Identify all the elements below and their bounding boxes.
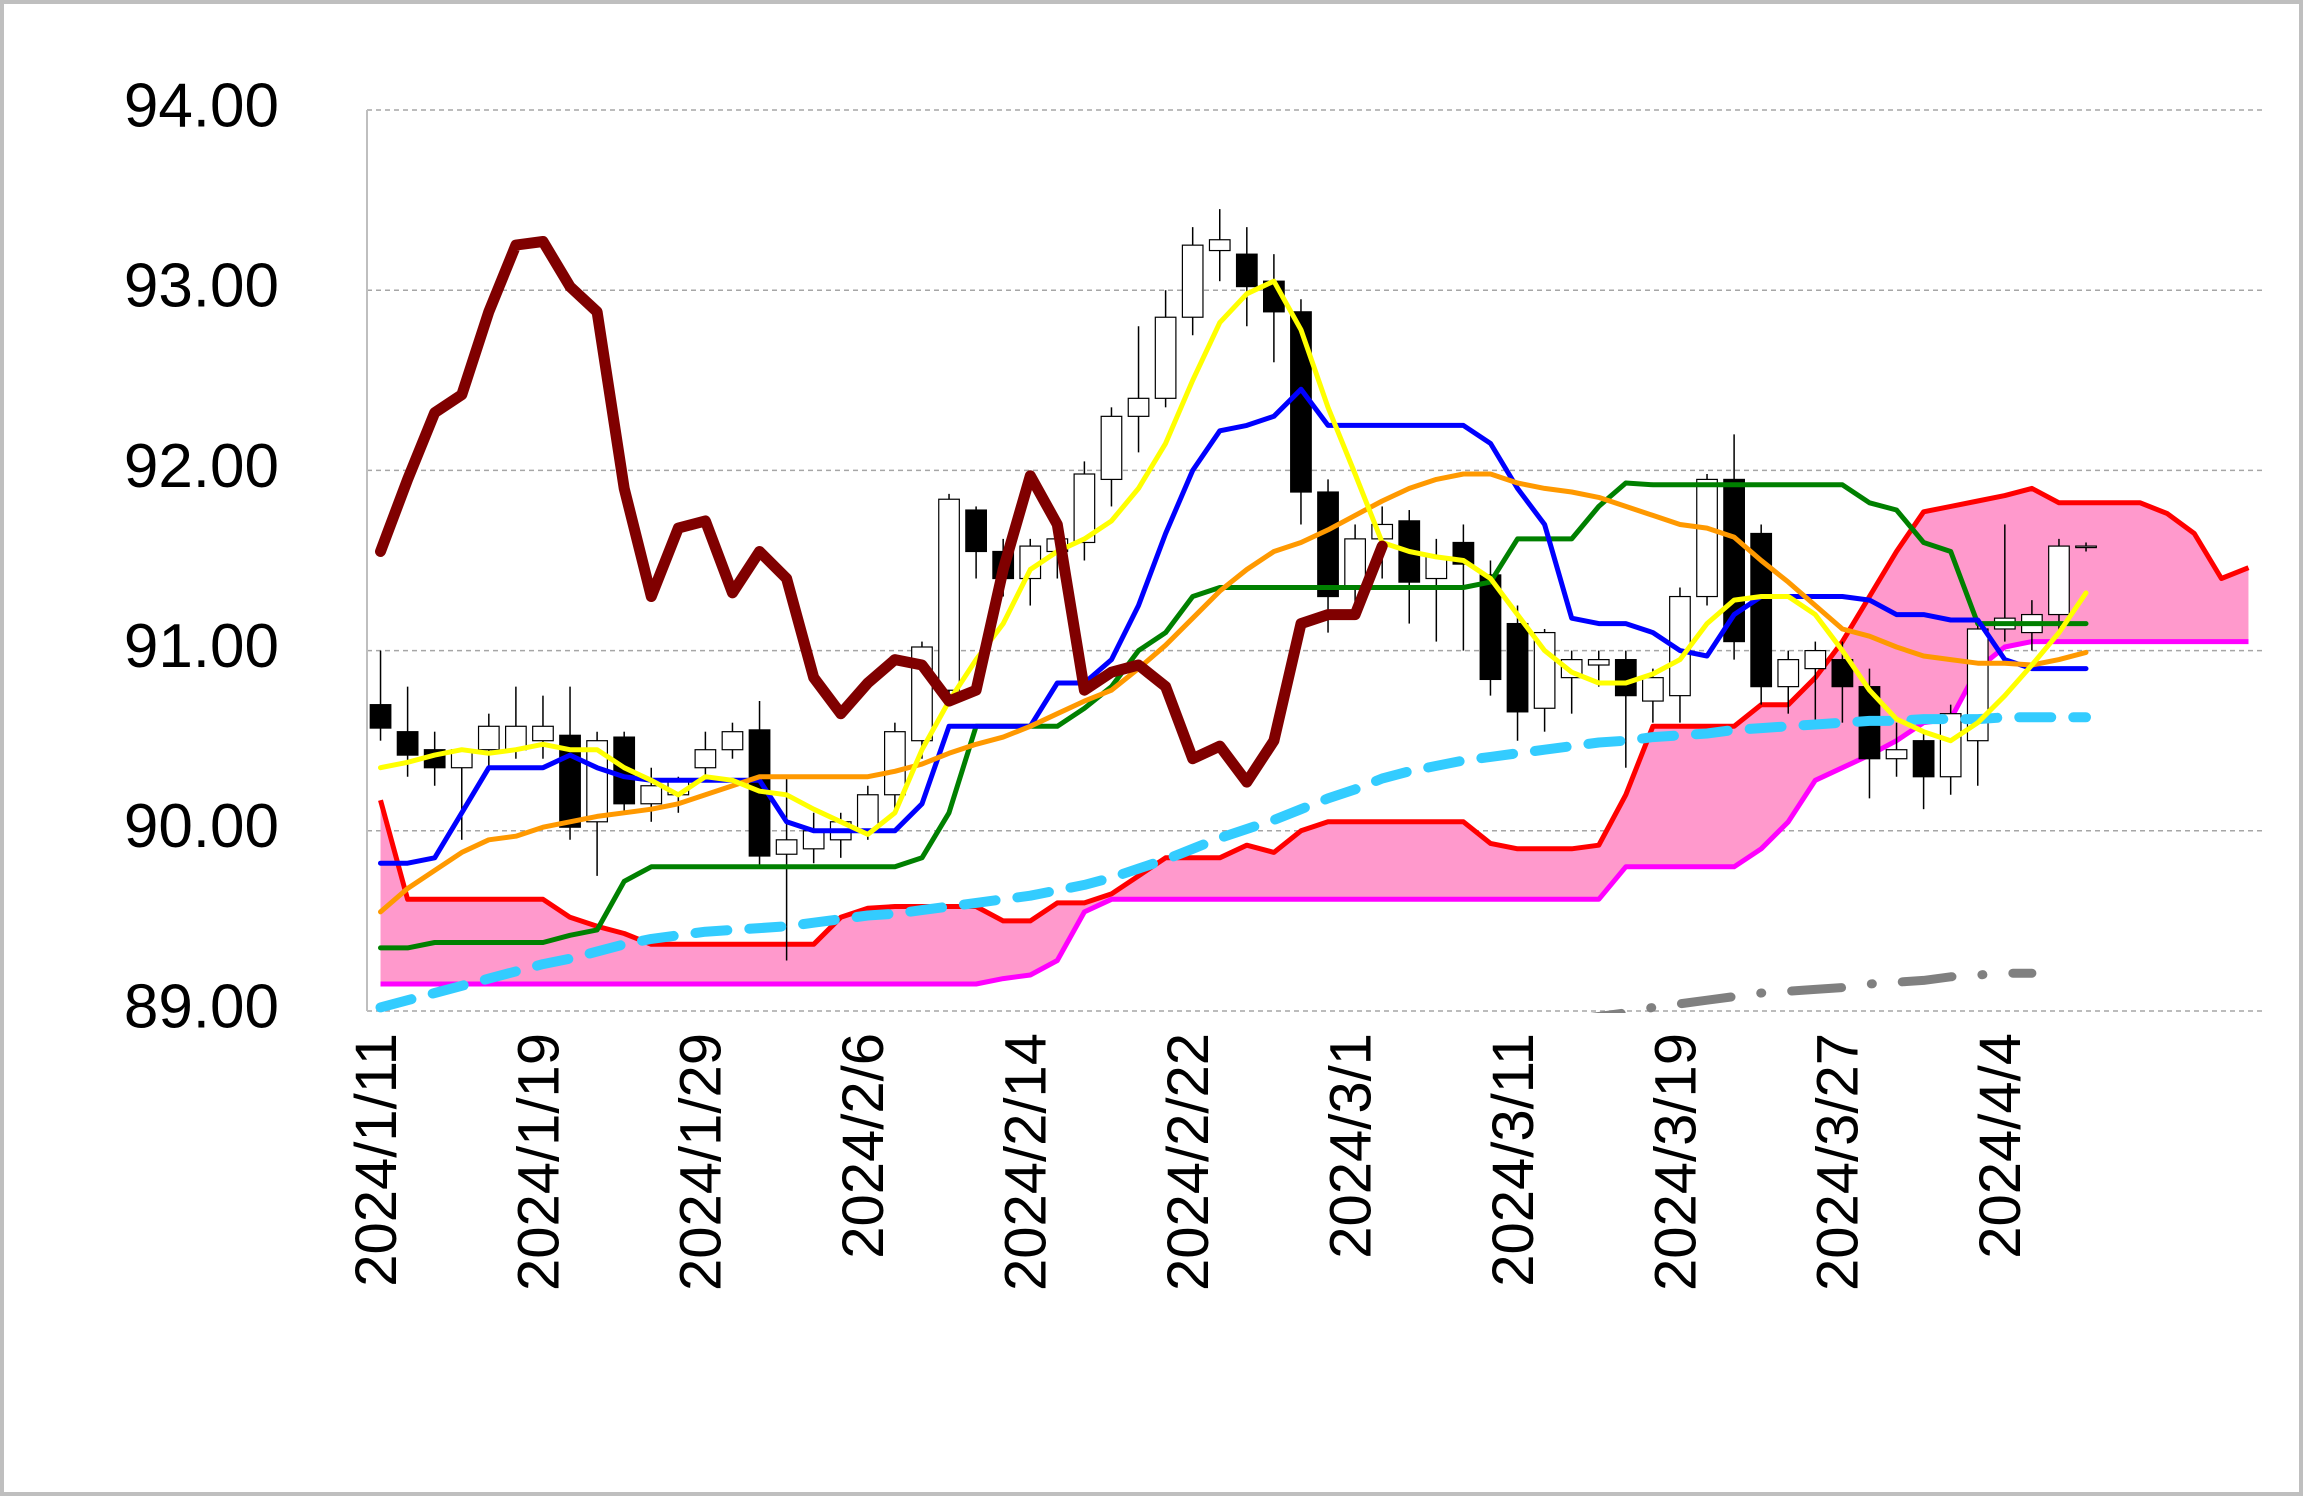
y-tick-label: 91.00 (124, 612, 279, 681)
y-tick-label: 92.00 (124, 432, 279, 501)
series-line (1590, 968, 2037, 1013)
candle-body (1479, 574, 1502, 681)
candle-body (856, 794, 879, 832)
series-line (378, 278, 2089, 837)
candle-body (1885, 749, 1908, 760)
x-tick-label: 2024/3/1 (1318, 1033, 1383, 1259)
cloud-upper-line (378, 485, 2250, 947)
candle-body (1777, 659, 1800, 688)
x-tick-label: 2024/4/4 (1968, 1033, 2033, 1259)
x-tick-label: 2024/2/6 (831, 1033, 896, 1259)
candle-body (1235, 253, 1258, 288)
candle-body (1317, 491, 1339, 598)
candle-body (721, 731, 744, 751)
candle-body (586, 740, 608, 823)
candle-body (1533, 631, 1556, 709)
series-line (375, 236, 1388, 788)
series-line (375, 712, 2091, 1013)
x-tick-label: 2024/3/19 (1643, 1033, 1708, 1291)
candle-body (965, 509, 987, 553)
candle-body (396, 731, 419, 756)
candle-body (1587, 659, 1610, 666)
candle-body (1804, 649, 1827, 670)
candle-body (1831, 659, 1854, 688)
candle-body (1696, 478, 1718, 598)
y-tick-label: 89.00 (124, 972, 279, 1041)
candle-body (1614, 659, 1637, 697)
candle-body (2075, 545, 2097, 549)
candle-body (802, 830, 825, 850)
candle-body (938, 498, 960, 691)
y-tick-label: 90.00 (124, 792, 279, 861)
candle-body (1939, 713, 1962, 778)
candle-body (1100, 415, 1123, 481)
candle-body (694, 749, 717, 769)
candle-body (1344, 538, 1366, 589)
candle-body (1912, 740, 1935, 778)
candle-body (2048, 545, 2070, 616)
x-tick-label: 2024/2/22 (1156, 1033, 1221, 1291)
candle-body (1642, 677, 1664, 702)
y-tick-label: 94.00 (124, 71, 279, 140)
candle-body (1127, 397, 1150, 417)
candle-body (1181, 244, 1204, 318)
plot-area (369, 209, 2250, 1013)
x-tick-label: 2024/3/27 (1806, 1033, 1871, 1291)
candle-body (775, 839, 798, 855)
x-tick-label: 2024/1/11 (344, 1033, 409, 1287)
candle-body (640, 785, 663, 805)
candle-body (1073, 473, 1096, 544)
candle-body (1506, 622, 1529, 713)
candle-body (1750, 532, 1773, 688)
candle-body (1208, 239, 1231, 252)
y-tick-label: 93.00 (124, 252, 279, 321)
candle-body (477, 725, 500, 751)
series-line (378, 471, 2089, 915)
x-tick-label: 2024/3/11 (1481, 1033, 1546, 1287)
candle-body (369, 704, 392, 729)
candle-body (532, 725, 554, 742)
candle-body (1154, 316, 1177, 399)
candle-body (1966, 628, 1989, 742)
series-line (378, 480, 2089, 951)
x-tick-label: 2024/2/14 (994, 1033, 1059, 1291)
x-tick-label: 2024/1/19 (506, 1033, 571, 1291)
x-tick-label: 2024/1/29 (669, 1033, 734, 1291)
candle-body (884, 731, 906, 796)
